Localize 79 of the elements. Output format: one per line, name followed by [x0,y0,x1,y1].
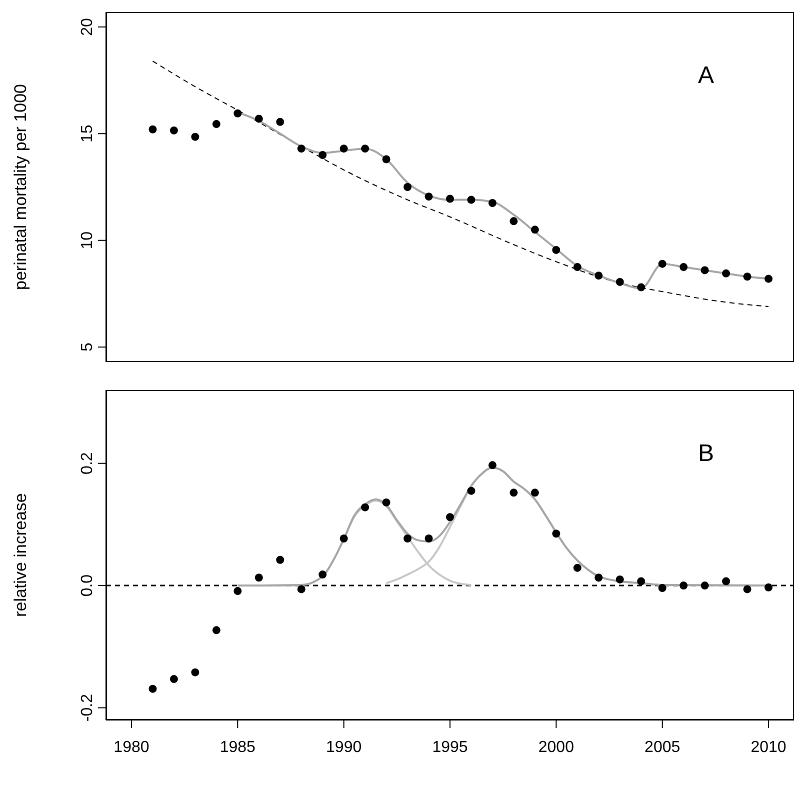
point [488,461,496,470]
point [404,534,412,542]
point [234,587,242,596]
annotation: B [698,440,714,468]
x-tick-label: 2000 [538,739,574,756]
x-tick-label: 1990 [326,739,362,756]
point [594,574,603,582]
point [680,263,688,272]
point [467,486,476,495]
point [722,577,730,586]
point [510,488,518,497]
point [170,126,178,134]
point [680,582,688,590]
y-tick-label: -0.2 [79,694,96,722]
point [764,583,773,592]
point [424,534,433,542]
point [340,144,348,153]
point [530,226,539,234]
point [276,118,284,126]
y-tick-label: 20 [79,18,96,36]
point [424,192,433,201]
point [254,574,263,582]
point [510,217,518,226]
point [297,585,306,594]
point [616,575,624,584]
x-tick-label: 1980 [114,739,150,756]
point [191,132,200,141]
point [573,564,582,572]
point [318,150,327,159]
point [234,109,242,118]
point [254,114,263,123]
point [467,196,476,204]
point [297,144,306,153]
point [404,183,412,191]
point [530,488,539,497]
y-tick-label: 15 [79,124,96,143]
point [743,272,752,281]
line-series [152,60,770,308]
point [764,274,773,283]
point [594,272,603,280]
point [382,155,390,164]
point [446,194,454,203]
point [148,125,157,134]
x-tick-label: 2005 [644,739,680,756]
point [148,684,157,693]
point [743,585,752,594]
y-tick-label: 10 [79,231,96,250]
x-tick-label: 2010 [750,739,786,756]
y-tick-label: 5 [79,342,96,352]
point [340,534,348,542]
point [318,570,327,579]
point [488,199,496,208]
point [658,584,666,592]
y-tick-label: 0.0 [79,574,96,597]
point [658,260,666,268]
point [212,626,220,634]
x-tick-label: 1985 [220,739,256,756]
x-tick-label: 1995 [432,739,468,756]
y-axis-title: relative increase [11,493,30,617]
point [212,120,220,128]
point [361,144,370,153]
point [573,263,582,272]
point [722,269,730,278]
point [552,246,560,254]
y-axis-title: perinatal mortality per 1000 [11,84,30,290]
point [191,668,200,676]
point [616,278,624,286]
point [700,582,709,590]
point [637,283,646,292]
point [446,513,454,522]
point [361,503,370,512]
point [552,530,560,538]
point [382,498,390,506]
point [170,675,178,684]
y-tick-label: 0.2 [79,452,96,474]
annotation: A [698,62,714,90]
point [700,266,709,274]
point [637,577,646,586]
point [276,556,284,564]
